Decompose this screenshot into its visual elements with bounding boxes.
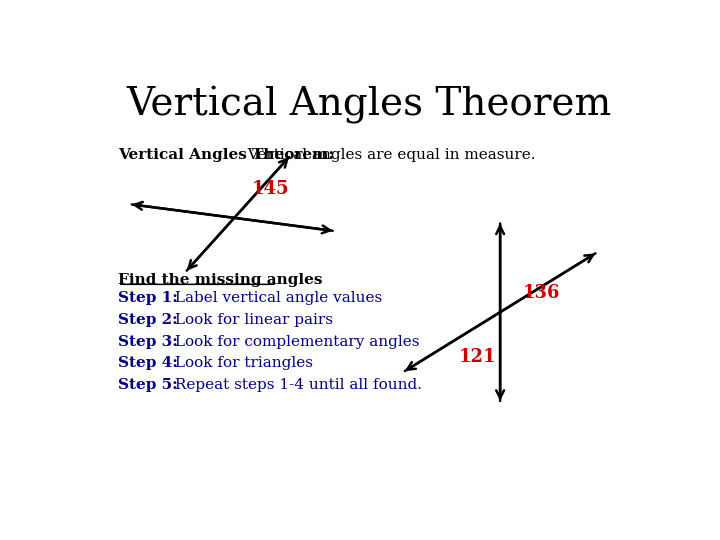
Text: Vertical angles are equal in measure.: Vertical angles are equal in measure.: [238, 148, 536, 162]
Text: Step 5:: Step 5:: [118, 378, 178, 392]
Text: Look for triangles: Look for triangles: [170, 356, 312, 370]
Text: Label vertical angle values: Label vertical angle values: [170, 292, 382, 306]
Text: Repeat steps 1-4 until all found.: Repeat steps 1-4 until all found.: [170, 378, 422, 392]
Text: 145: 145: [252, 180, 289, 198]
Text: Step 1:: Step 1:: [118, 292, 178, 306]
Text: Look for linear pairs: Look for linear pairs: [170, 313, 333, 327]
Text: 121: 121: [459, 348, 496, 366]
Text: Find the missing angles: Find the missing angles: [118, 273, 323, 287]
Text: Vertical Angles Theorem:: Vertical Angles Theorem:: [118, 148, 334, 162]
Text: Step 4:: Step 4:: [118, 356, 178, 370]
Text: Vertical Angles Theorem: Vertical Angles Theorem: [126, 85, 612, 124]
Text: Step 2:: Step 2:: [118, 313, 178, 327]
Text: Step 3:: Step 3:: [118, 335, 178, 349]
Text: 136: 136: [523, 285, 560, 302]
Text: Look for complementary angles: Look for complementary angles: [170, 335, 419, 349]
